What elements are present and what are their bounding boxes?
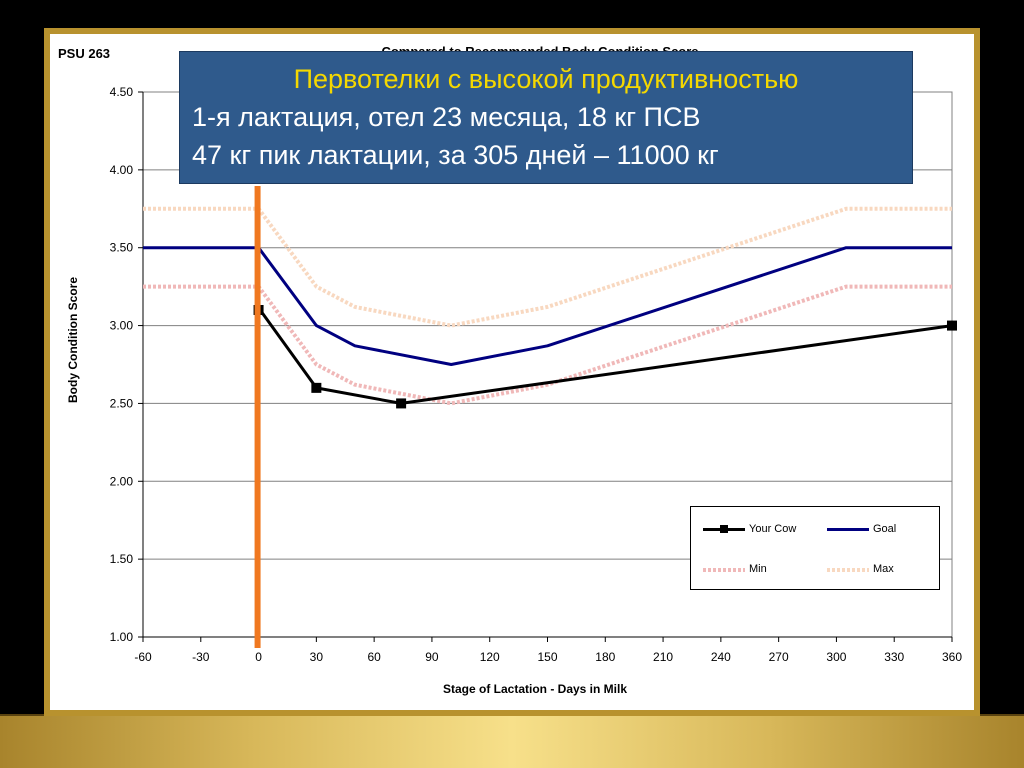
y-tick-label: 3.50 xyxy=(110,241,134,255)
x-tick-label: 210 xyxy=(653,650,673,664)
series-line-min xyxy=(143,284,952,406)
legend: Your Cow Goal Min Max xyxy=(690,506,940,590)
x-tick-label: 180 xyxy=(595,650,615,664)
x-axis-label: Stage of Lactation - Days in Milk xyxy=(442,682,628,696)
x-tick-label: 330 xyxy=(884,650,904,664)
y-tick-label: 1.00 xyxy=(110,630,134,644)
info-box-line-1: 1-я лактация, отел 23 месяца, 18 кг ПСВ xyxy=(192,102,701,132)
x-tick-label: 90 xyxy=(425,650,439,664)
series-line-your-cow xyxy=(257,308,953,405)
y-tick-label: 2.50 xyxy=(110,396,134,410)
legend-item-max: Max xyxy=(827,561,894,577)
point-markers xyxy=(253,305,957,409)
x-tick-label: 0 xyxy=(255,650,262,664)
your-cow-point-marker xyxy=(311,382,322,393)
calving-vertical-line xyxy=(254,186,261,648)
info-box-line-2: 47 кг пик лактации, за 305 дней – 11000 … xyxy=(192,140,719,170)
legend-label-goal: Goal xyxy=(873,523,897,535)
legend-swatch-goal xyxy=(827,524,869,534)
your-cow-point-marker xyxy=(396,398,407,409)
series-lines xyxy=(143,206,953,406)
y-tick-label: 2.00 xyxy=(110,474,134,488)
x-tick-label: -60 xyxy=(134,650,152,664)
legend-swatch-min xyxy=(703,564,745,574)
x-tick-label: 60 xyxy=(367,650,381,664)
legend-swatch-max xyxy=(827,564,869,574)
y-tick-label: 4.50 xyxy=(110,85,134,99)
x-tick-label: 150 xyxy=(537,650,557,664)
info-box: Первотелки с высокой продуктивностью 1-я… xyxy=(179,51,913,184)
legend-label-max: Max xyxy=(873,563,894,575)
legend-item-goal: Goal xyxy=(827,521,896,537)
your-cow-point-marker xyxy=(947,320,957,331)
y-tick-label: 1.50 xyxy=(110,552,134,566)
x-tick-label: 240 xyxy=(711,650,731,664)
x-tick-label: 30 xyxy=(310,650,324,664)
series-line-max xyxy=(143,206,952,328)
y-tick-label: 3.00 xyxy=(110,319,134,333)
legend-item-min: Min xyxy=(703,561,767,577)
x-tick-label: 270 xyxy=(769,650,789,664)
bottom-gold-band xyxy=(0,716,1024,768)
psu-label: PSU 263 xyxy=(58,46,111,61)
legend-swatch-your-cow xyxy=(703,524,745,534)
x-tick-label: 120 xyxy=(480,650,500,664)
legend-label-your-cow: Your Cow xyxy=(749,523,797,535)
axes: 1.00 1.50 2.00 2.50 3.00 3.50 4.00 4.50 -60 -30 0 3… xyxy=(110,85,963,664)
y-tick-label: 4.00 xyxy=(110,163,134,177)
x-tick-label: 300 xyxy=(826,650,846,664)
legend-item-your-cow: Your Cow xyxy=(703,521,796,537)
legend-label-min: Min xyxy=(749,563,767,575)
series-line-goal xyxy=(143,246,952,366)
calving-marker xyxy=(254,186,261,648)
x-tick-label: -30 xyxy=(192,650,210,664)
x-tick-label: 360 xyxy=(942,650,962,664)
info-box-title: Первотелки с высокой продуктивностью xyxy=(293,64,799,94)
y-axis-label: Body Condition Score xyxy=(66,277,80,403)
